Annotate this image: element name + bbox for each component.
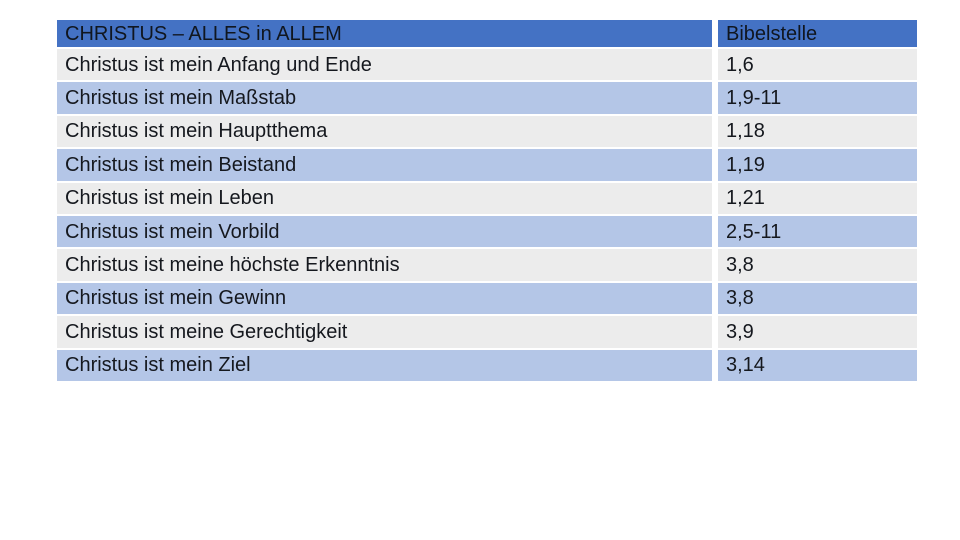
topic-cell: Christus ist mein Beistand (57, 149, 712, 181)
table-row: Christus ist mein Vorbild 2,5-11 (57, 215, 917, 248)
table-row: Christus ist mein Hauptthema 1,18 (57, 115, 917, 148)
table-header-row: CHRISTUS – ALLES in ALLEM Bibelstelle (57, 20, 917, 47)
topic-cell: Christus ist mein Ziel (57, 349, 712, 381)
table-row: Christus ist mein Ziel 3,14 (57, 349, 917, 381)
table-row: Christus ist mein Leben 1,21 (57, 182, 917, 214)
reference-cell: 1,19 (718, 149, 917, 181)
table-row: Christus ist mein Anfang und Ende 1,6 (57, 49, 917, 81)
christus-bibelstelle-table: CHRISTUS – ALLES in ALLEM Bibelstelle Ch… (57, 20, 917, 383)
topic-cell: Christus ist mein Gewinn (57, 282, 712, 315)
topic-cell: Christus ist mein Vorbild (57, 215, 712, 248)
reference-cell: 3,8 (718, 249, 917, 281)
topic-cell: Christus ist mein Anfang und Ende (57, 49, 712, 81)
table-row: Christus ist mein Beistand 1,19 (57, 149, 917, 181)
reference-cell: 3,14 (718, 349, 917, 381)
reference-cell: 3,9 (718, 316, 917, 348)
reference-cell: 3,8 (718, 282, 917, 315)
table-row: Christus ist meine Gerechtigkeit 3,9 (57, 316, 917, 348)
table-row: Christus ist mein Gewinn 3,8 (57, 282, 917, 315)
header-reference-cell: Bibelstelle (718, 20, 917, 47)
table-row: Christus ist mein Maßstab 1,9-11 (57, 82, 917, 114)
topic-cell: Christus ist mein Maßstab (57, 82, 712, 114)
topic-cell: Christus ist mein Hauptthema (57, 115, 712, 148)
header-topic-cell: CHRISTUS – ALLES in ALLEM (57, 20, 712, 47)
topic-cell: Christus ist meine höchste Erkenntnis (57, 249, 712, 281)
reference-cell: 1,21 (718, 182, 917, 214)
table-row: Christus ist meine höchste Erkenntnis 3,… (57, 249, 917, 281)
reference-cell: 1,9-11 (718, 82, 917, 114)
topic-cell: Christus ist meine Gerechtigkeit (57, 316, 712, 348)
reference-cell: 2,5-11 (718, 215, 917, 248)
reference-cell: 1,6 (718, 49, 917, 81)
reference-cell: 1,18 (718, 115, 917, 148)
topic-cell: Christus ist mein Leben (57, 182, 712, 214)
